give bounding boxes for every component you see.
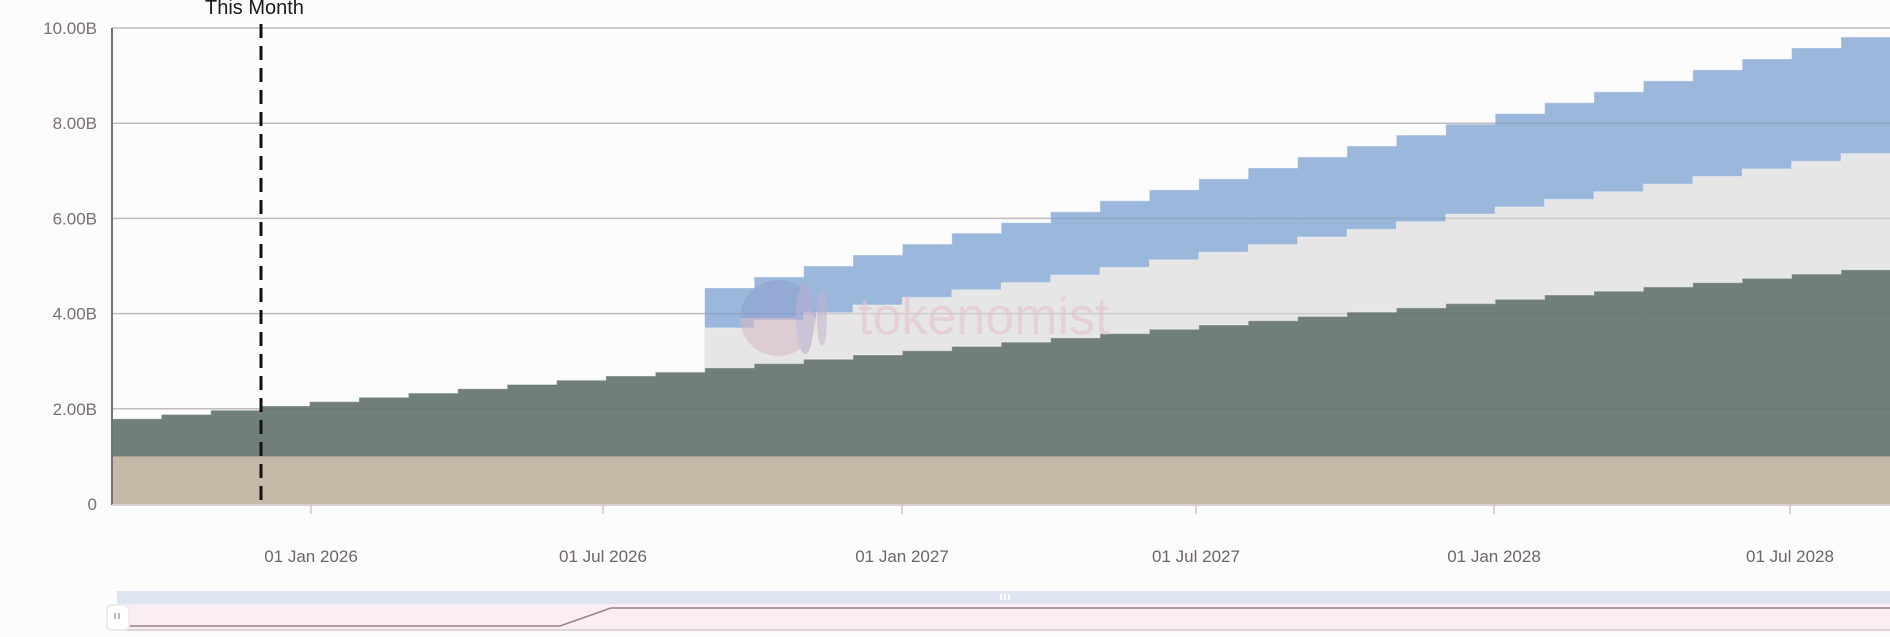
axes	[111, 28, 1890, 514]
series-base-step[interactable]	[1149, 456, 1200, 504]
scrollbar-grip-icon[interactable]	[1000, 594, 1010, 600]
y-tick-label: 2.00B	[53, 400, 97, 419]
series-base-step[interactable]	[1001, 456, 1052, 504]
series-base-step[interactable]	[359, 456, 409, 504]
series-base-step[interactable]	[902, 456, 953, 504]
tokenomist-logo-icon	[740, 280, 827, 356]
series-base-step[interactable]	[1050, 456, 1101, 504]
series-base-step[interactable]	[457, 456, 508, 504]
x-tick-label: 01 Jan 2026	[264, 547, 358, 566]
y-tick-label: 10.00B	[43, 19, 97, 38]
x-tick-label: 01 Jan 2028	[1447, 547, 1541, 566]
series-base-step[interactable]	[260, 456, 311, 504]
series-base-step[interactable]	[1445, 456, 1496, 504]
y-tick-label: 8.00B	[53, 114, 97, 133]
this-month-label: This Month	[205, 0, 304, 19]
series-base-step[interactable]	[655, 456, 706, 504]
series-base-step[interactable]	[1100, 456, 1150, 504]
navigator-series-line	[124, 607, 1890, 627]
series-base-step[interactable]	[1198, 456, 1249, 504]
series-base-step[interactable]	[1692, 456, 1743, 504]
series-base-step[interactable]	[210, 456, 261, 504]
series-base-step[interactable]	[1791, 456, 1842, 504]
series-base-step[interactable]	[803, 456, 854, 504]
axis-labels: 0 2.00B 4.00B 6.00B 8.00B 10.00B 01 Jan 2026 01…	[43, 19, 1834, 566]
series-base-step[interactable]	[112, 456, 162, 504]
series-base-step[interactable]	[1347, 456, 1397, 504]
series-base-step[interactable]	[853, 456, 903, 504]
x-tick-label: 01 Jul 2026	[559, 547, 647, 566]
x-tick-label: 01 Jul 2028	[1746, 547, 1834, 566]
series-base-step[interactable]	[161, 456, 212, 504]
x-tick-label: 01 Jul 2027	[1152, 547, 1240, 566]
y-tick-label: 4.00B	[53, 305, 97, 324]
series-base-step[interactable]	[507, 456, 558, 504]
y-tick-label: 6.00B	[53, 209, 97, 228]
series-base-step[interactable]	[1841, 456, 1890, 504]
series-base-step[interactable]	[1495, 456, 1546, 504]
navigator-left-handle[interactable]	[106, 604, 130, 631]
series-base-step[interactable]	[408, 456, 459, 504]
series-base-step[interactable]	[1248, 456, 1299, 504]
series-base-step[interactable]	[309, 456, 360, 504]
watermark-text: tokenomist	[858, 288, 1110, 346]
series-base-step[interactable]	[704, 456, 755, 504]
series-base-step[interactable]	[951, 456, 1002, 504]
x-tick-label: 01 Jan 2027	[855, 547, 949, 566]
series-base-step[interactable]	[1643, 456, 1694, 504]
series-base-step[interactable]	[1594, 456, 1644, 504]
series-base-step[interactable]	[1396, 456, 1447, 504]
navigator-scrollbar[interactable]	[117, 591, 1890, 604]
series-base-step[interactable]	[1544, 456, 1595, 504]
watermark: tokenomist	[740, 280, 1110, 356]
series-base-step[interactable]	[1742, 456, 1793, 504]
stacked-areas[interactable]	[112, 27, 1890, 505]
y-tick-label: 0	[88, 495, 97, 514]
series-base-step[interactable]	[556, 456, 607, 504]
series-base-step[interactable]	[606, 456, 656, 504]
series-base-step[interactable]	[754, 456, 805, 504]
series-base-step[interactable]	[1297, 456, 1348, 504]
navigator[interactable]	[106, 591, 1890, 631]
